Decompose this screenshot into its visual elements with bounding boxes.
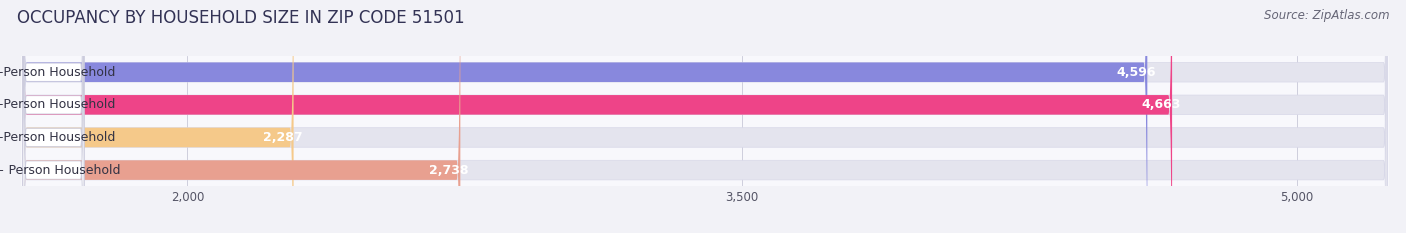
FancyBboxPatch shape bbox=[22, 0, 84, 233]
FancyBboxPatch shape bbox=[22, 0, 1147, 233]
Text: 4,663: 4,663 bbox=[1142, 98, 1181, 111]
Text: 2,287: 2,287 bbox=[263, 131, 302, 144]
Text: 2-Person Household: 2-Person Household bbox=[0, 98, 115, 111]
FancyBboxPatch shape bbox=[21, 56, 1389, 89]
FancyBboxPatch shape bbox=[22, 0, 84, 233]
FancyBboxPatch shape bbox=[22, 0, 84, 233]
Text: 2,738: 2,738 bbox=[429, 164, 470, 177]
FancyBboxPatch shape bbox=[21, 89, 1389, 121]
FancyBboxPatch shape bbox=[22, 0, 1388, 233]
Text: OCCUPANCY BY HOUSEHOLD SIZE IN ZIP CODE 51501: OCCUPANCY BY HOUSEHOLD SIZE IN ZIP CODE … bbox=[17, 9, 464, 27]
FancyBboxPatch shape bbox=[22, 0, 1388, 233]
FancyBboxPatch shape bbox=[22, 0, 1173, 233]
FancyBboxPatch shape bbox=[22, 0, 460, 233]
FancyBboxPatch shape bbox=[22, 0, 1388, 233]
FancyBboxPatch shape bbox=[22, 0, 1388, 233]
Text: Source: ZipAtlas.com: Source: ZipAtlas.com bbox=[1264, 9, 1389, 22]
Text: 4+ Person Household: 4+ Person Household bbox=[0, 164, 121, 177]
FancyBboxPatch shape bbox=[21, 121, 1389, 154]
Text: 3-Person Household: 3-Person Household bbox=[0, 131, 115, 144]
FancyBboxPatch shape bbox=[22, 0, 294, 233]
FancyBboxPatch shape bbox=[21, 154, 1389, 186]
Text: 4,596: 4,596 bbox=[1116, 66, 1156, 79]
FancyBboxPatch shape bbox=[22, 0, 84, 233]
Text: 1-Person Household: 1-Person Household bbox=[0, 66, 115, 79]
